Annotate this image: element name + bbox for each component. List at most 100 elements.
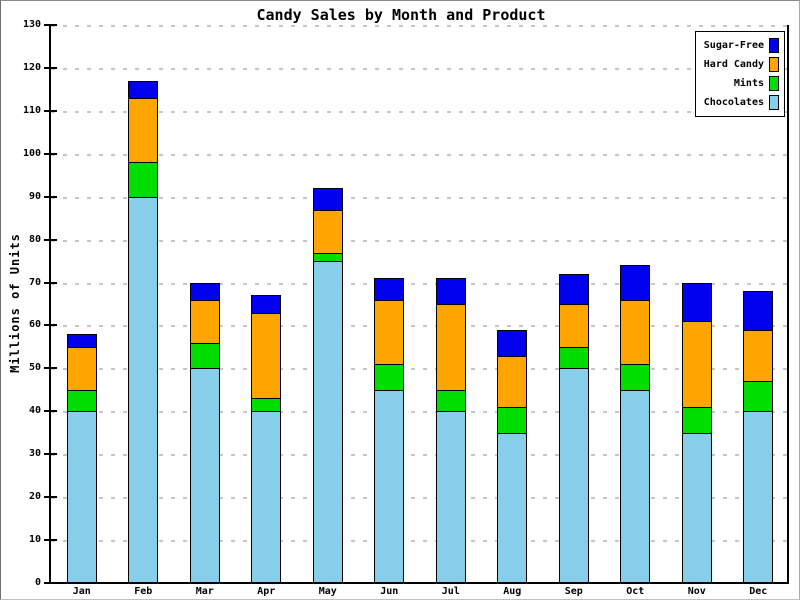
x-tick-label-jan: Jan <box>72 586 91 597</box>
bar-sep <box>558 25 589 583</box>
bar-oct-segment-chocolates <box>620 389 651 583</box>
x-tick-label-feb: Feb <box>134 586 153 597</box>
legend-row-sugar-free: Sugar-Free <box>701 36 779 55</box>
chart-title: Candy Sales by Month and Product <box>256 6 546 24</box>
gridline-40 <box>51 411 789 414</box>
bar-jan <box>66 25 97 583</box>
bar-jul-segment-sugar-free <box>435 278 466 305</box>
y-tick-50 <box>44 367 57 370</box>
y-tick-30 <box>44 453 57 456</box>
bar-jan-segment-mints <box>66 389 97 413</box>
y-tick-label-120: 120 <box>22 61 41 73</box>
y-tick-10 <box>44 539 57 542</box>
y-tick-110 <box>44 109 57 112</box>
bar-dec-segment-sugar-free <box>743 291 774 331</box>
bar-aug <box>497 25 528 583</box>
y-tick-label-50: 50 <box>28 362 41 374</box>
bar-jun-segment-chocolates <box>374 389 405 583</box>
bar-jun <box>374 25 405 583</box>
legend-label-chocolates: Chocolates <box>703 97 764 108</box>
bar-mar-segment-sugar-free <box>189 282 220 301</box>
bar-nov <box>681 25 712 583</box>
x-tick-label-jun: Jun <box>380 586 399 597</box>
gridline-90 <box>51 196 789 199</box>
y-tick-60 <box>44 324 57 327</box>
x-tick-label-jul: Jul <box>441 586 460 597</box>
y-tick-100 <box>44 152 57 155</box>
y-tick-label-10: 10 <box>28 534 41 546</box>
gridline-120 <box>51 67 789 70</box>
y-axis-line <box>49 25 51 584</box>
x-tick-label-apr: Apr <box>257 586 276 597</box>
bar-nov-segment-mints <box>681 407 712 434</box>
y-tick-label-0: 0 <box>34 577 41 588</box>
legend-swatch-hard-candy <box>769 57 779 72</box>
bar-mar <box>189 25 220 583</box>
y-tick-label-110: 110 <box>22 104 41 116</box>
bar-sep-segment-mints <box>558 346 589 370</box>
x-tick-label-sep: Sep <box>564 586 583 597</box>
bar-feb-segment-mints <box>128 162 159 198</box>
x-tick-label-may: May <box>318 586 337 597</box>
y-tick-90 <box>44 195 57 198</box>
gridline-80 <box>51 239 789 242</box>
bar-oct-segment-sugar-free <box>620 265 651 301</box>
x-tick-label-aug: Aug <box>503 586 522 597</box>
bar-sep-segment-chocolates <box>558 368 589 583</box>
y-tick-130 <box>44 24 57 26</box>
y-tick-label-100: 100 <box>22 147 41 159</box>
bar-oct-segment-mints <box>620 364 651 391</box>
bar-dec-segment-hard-candy <box>743 329 774 383</box>
plot-right-border <box>787 25 789 584</box>
bar-aug-segment-sugar-free <box>497 329 528 357</box>
y-tick-label-90: 90 <box>28 190 41 202</box>
y-tick-label-20: 20 <box>28 491 41 503</box>
y-tick-0 <box>44 582 57 584</box>
gridline-110 <box>51 110 789 113</box>
bar-nov-segment-hard-candy <box>681 321 712 409</box>
bar-dec <box>743 25 774 583</box>
bar-may-segment-sugar-free <box>312 188 343 211</box>
y-tick-80 <box>44 238 57 241</box>
bar-may-segment-chocolates <box>312 261 343 583</box>
bar-apr-segment-sugar-free <box>251 295 282 314</box>
gridline-70 <box>51 282 789 285</box>
y-tick-label-70: 70 <box>28 276 41 288</box>
bar-apr-segment-hard-candy <box>251 312 282 400</box>
bar-aug-segment-chocolates <box>497 432 528 583</box>
bar-nov-segment-chocolates <box>681 432 712 583</box>
y-tick-label-30: 30 <box>28 448 41 460</box>
gridline-20 <box>51 497 789 500</box>
legend: Sugar-Free Hard Candy Mints Chocolates <box>695 31 785 117</box>
bar-jan-segment-chocolates <box>66 411 97 583</box>
bar-mar-segment-hard-candy <box>189 299 220 344</box>
bar-nov-segment-sugar-free <box>681 282 712 323</box>
bar-mar-segment-chocolates <box>189 368 220 583</box>
y-tick-70 <box>44 281 57 284</box>
y-tick-label-40: 40 <box>28 405 41 417</box>
bar-jun-segment-mints <box>374 364 405 391</box>
legend-label-mints: Mints <box>733 78 764 89</box>
y-tick-20 <box>44 496 57 499</box>
bar-oct <box>620 25 651 583</box>
bar-feb <box>128 25 159 583</box>
bar-jan-segment-sugar-free <box>66 334 97 348</box>
bar-aug-segment-hard-candy <box>497 355 528 409</box>
legend-row-hard-candy: Hard Candy <box>701 55 779 74</box>
bar-feb-segment-hard-candy <box>128 97 159 164</box>
y-tick-label-80: 80 <box>28 233 41 245</box>
bar-apr-segment-mints <box>251 398 282 413</box>
bar-dec-segment-chocolates <box>743 411 774 583</box>
bar-jun-segment-hard-candy <box>374 299 405 366</box>
bar-sep-segment-hard-candy <box>558 304 589 348</box>
bar-dec-segment-mints <box>743 381 774 413</box>
bar-jan-segment-hard-candy <box>66 346 97 391</box>
bar-jul-segment-chocolates <box>435 411 466 583</box>
gridline-130 <box>51 25 789 27</box>
gridline-30 <box>51 454 789 457</box>
y-tick-120 <box>44 66 57 69</box>
gridline-60 <box>51 325 789 328</box>
legend-row-chocolates: Chocolates <box>701 93 779 112</box>
x-tick-label-nov: Nov <box>687 586 706 597</box>
